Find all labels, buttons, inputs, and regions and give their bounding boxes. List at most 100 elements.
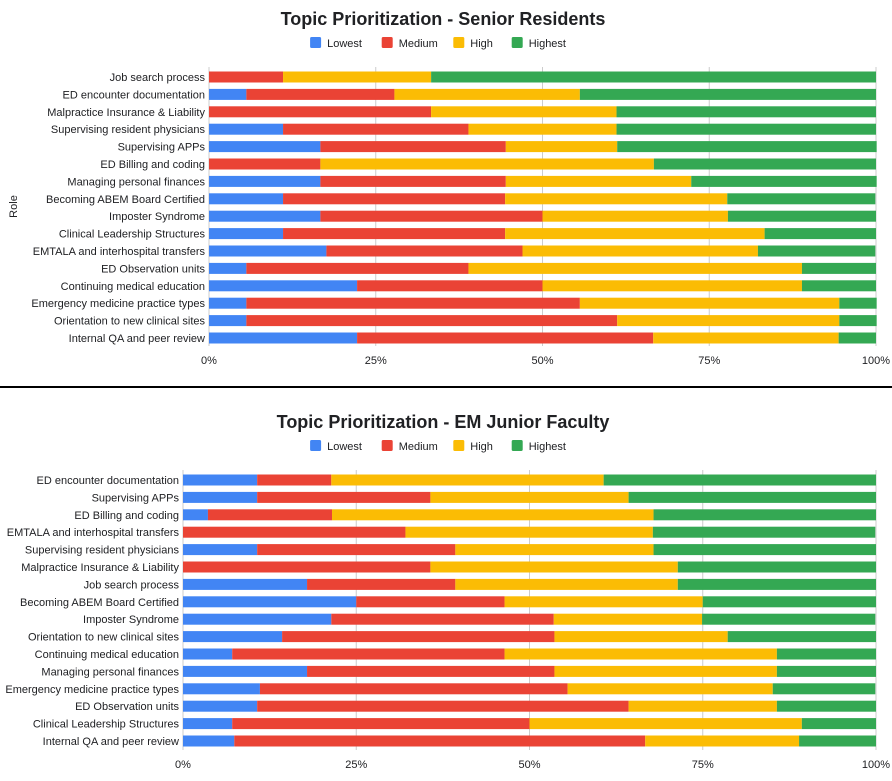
bar-medium: [246, 315, 618, 327]
y-axis-label: Role: [8, 195, 20, 218]
category-label: EMTALA and interhospital transfers: [33, 246, 206, 258]
bar-highest: [603, 474, 876, 486]
bar-highest: [653, 158, 876, 170]
bar-medium: [209, 71, 284, 83]
legend: Lowest Medium High Highest: [310, 440, 566, 453]
bar-high: [522, 245, 758, 257]
legend-label-medium: Medium: [399, 38, 438, 50]
legend-swatch-lowest: [310, 440, 322, 451]
bar-medium: [246, 262, 469, 274]
category-label: Continuing medical education: [35, 649, 179, 661]
bar-lowest: [209, 315, 247, 327]
bar-medium: [246, 88, 395, 100]
bar-highest: [772, 683, 876, 695]
x-tick-label: 25%: [345, 759, 367, 771]
bar-medium: [183, 561, 431, 573]
bar-highest: [431, 71, 876, 83]
bar-lowest: [183, 509, 208, 521]
bar-lowest: [183, 700, 258, 712]
x-tick-label: 75%: [698, 355, 720, 367]
bar-lowest: [209, 228, 284, 240]
category-label: Orientation to new clinical sites: [28, 632, 180, 644]
bar-highest: [628, 491, 876, 503]
category-label: Becoming ABEM Board Certified: [20, 597, 179, 609]
bar-highest: [616, 106, 876, 118]
category-label: Imposter Syndrome: [83, 614, 179, 626]
bar-highest: [616, 123, 876, 135]
bar-lowest: [183, 474, 258, 486]
bar-medium: [283, 193, 506, 205]
category-label: Internal QA and peer review: [43, 736, 179, 748]
bar-highest: [757, 245, 876, 257]
chart-title: Topic Prioritization - Senior Residents: [281, 9, 606, 29]
bar-lowest: [183, 596, 357, 608]
bar-highest: [764, 228, 876, 240]
bar-high: [617, 315, 840, 327]
bar-highest: [691, 175, 877, 187]
legend-label-medium: Medium: [399, 441, 438, 453]
bar-medium: [357, 280, 543, 292]
bar-medium: [283, 123, 469, 135]
bar-lowest: [209, 193, 284, 205]
category-label: Job search process: [84, 579, 180, 591]
bar-medium: [320, 210, 543, 222]
bar-high: [567, 683, 773, 695]
bar-medium: [282, 631, 555, 643]
bar-lowest: [183, 683, 260, 695]
legend-swatch-highest: [511, 440, 523, 451]
bar-lowest: [209, 88, 247, 100]
bar-lowest: [209, 123, 284, 135]
category-label: Supervising resident physicians: [51, 124, 206, 136]
bar-high: [542, 210, 728, 222]
bar-high: [505, 141, 618, 153]
bar-lowest: [209, 262, 247, 274]
bar-highest: [799, 735, 876, 747]
bar-high: [320, 158, 654, 170]
chart-1: Topic Prioritization - Senior Residents L…: [8, 9, 890, 367]
legend-label-lowest: Lowest: [327, 441, 362, 453]
bar-medium: [246, 297, 580, 309]
bar-lowest: [183, 613, 332, 625]
legend-label-high: High: [470, 38, 493, 50]
bar-high: [529, 718, 802, 730]
bar-high: [505, 193, 728, 205]
category-label: Internal QA and peer review: [69, 333, 205, 345]
chart-divider: [0, 386, 892, 388]
bar-lowest: [183, 491, 258, 503]
bar-medium: [257, 491, 431, 503]
bar-high: [405, 526, 653, 538]
bar-lowest: [183, 718, 233, 730]
bar-highest: [677, 578, 876, 590]
bar-lowest: [183, 735, 235, 747]
bar-medium: [320, 141, 506, 153]
bar-high: [394, 88, 580, 100]
bar-high: [645, 735, 800, 747]
bar-high: [430, 491, 629, 503]
chart-2: Topic Prioritization - EM Junior Faculty…: [5, 412, 890, 771]
bar-high: [554, 631, 728, 643]
bar-highest: [579, 88, 876, 100]
bar-high: [455, 578, 678, 590]
category-label: Continuing medical education: [61, 281, 205, 293]
legend-swatch-high: [453, 37, 465, 48]
category-label: Clinical Leadership Structures: [59, 229, 206, 241]
x-tick-label: 25%: [365, 355, 387, 367]
category-label: Becoming ABEM Board Certified: [46, 194, 205, 206]
category-label: Malpractice Insurance & Liability: [21, 562, 179, 574]
bar-medium: [209, 106, 432, 118]
legend-swatch-highest: [511, 37, 523, 48]
bar-highest: [776, 665, 876, 677]
x-tick-label: 50%: [531, 355, 553, 367]
bar-high: [331, 474, 604, 486]
bar-lowest: [183, 544, 258, 556]
bar-medium: [209, 158, 321, 170]
bar-medium: [283, 228, 506, 240]
bar-high: [553, 613, 703, 625]
bar-lowest: [183, 665, 308, 677]
bar-lowest: [209, 332, 358, 344]
bar-highest: [653, 509, 876, 521]
bar-highest: [702, 596, 876, 608]
bar-lowest: [209, 297, 247, 309]
bar-high: [331, 509, 654, 521]
